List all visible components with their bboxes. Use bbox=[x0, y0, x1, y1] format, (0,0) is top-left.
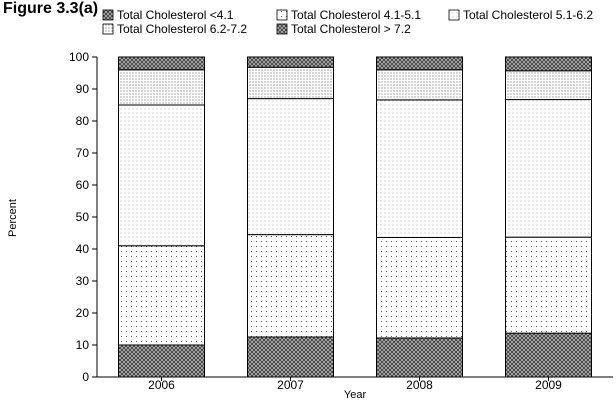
legend-label: Total Cholesterol > 7.2 bbox=[291, 22, 411, 36]
x-tick-label: 2009 bbox=[535, 378, 562, 392]
bar-segment bbox=[247, 98, 334, 236]
legend: Total Cholesterol <4.1 Total Cholesterol … bbox=[102, 8, 593, 36]
legend-swatch bbox=[276, 9, 288, 21]
legend-swatch bbox=[102, 23, 114, 35]
y-tick-label: 90 bbox=[76, 82, 90, 96]
bar-segment bbox=[247, 234, 334, 338]
bar-segment bbox=[505, 99, 592, 238]
chart-title: Figure 3.3(a) bbox=[3, 0, 98, 17]
axes: 0 10 20 30 40 50 60 70 80 90 100 2006 2007 2008 2009 bbox=[69, 50, 613, 392]
y-tick-label: 30 bbox=[76, 274, 90, 288]
bars bbox=[118, 56, 592, 378]
y-tick-label: 0 bbox=[82, 370, 89, 384]
y-tick-label: 10 bbox=[76, 338, 90, 352]
legend-swatch bbox=[448, 9, 460, 21]
x-axis-title: Year bbox=[344, 389, 367, 400]
bar-segment bbox=[118, 69, 205, 106]
bar-segment bbox=[505, 236, 592, 334]
bar-segment bbox=[118, 245, 205, 346]
y-axis-title: Percent bbox=[7, 199, 19, 237]
legend-swatch bbox=[102, 9, 114, 21]
bar-segment bbox=[247, 336, 334, 378]
bar-segment bbox=[118, 104, 205, 247]
legend-label: Total Cholesterol 5.1-6.2 bbox=[463, 8, 593, 22]
y-tick-label: 40 bbox=[76, 242, 90, 256]
y-tick-label: 70 bbox=[76, 146, 90, 160]
bar-segment bbox=[505, 332, 592, 378]
bar-segment bbox=[376, 236, 463, 339]
x-tick-label: 2006 bbox=[148, 378, 175, 392]
x-tick-label: 2008 bbox=[406, 378, 433, 392]
y-tick-label: 60 bbox=[76, 178, 90, 192]
bar-segment bbox=[376, 99, 463, 238]
bar-segment bbox=[247, 56, 334, 68]
bar-segment bbox=[247, 66, 334, 100]
y-tick-label: 100 bbox=[69, 50, 89, 64]
legend-swatch bbox=[276, 23, 288, 35]
bar-segment bbox=[505, 70, 592, 101]
bar-segment bbox=[376, 56, 463, 71]
bar-segment bbox=[118, 56, 205, 71]
legend-label: Total Cholesterol <4.1 bbox=[117, 8, 234, 22]
y-tick-label: 50 bbox=[76, 210, 90, 224]
bar-segment bbox=[505, 56, 592, 72]
y-tick-label: 80 bbox=[76, 114, 90, 128]
y-tick-label: 20 bbox=[76, 306, 90, 320]
x-tick-label: 2007 bbox=[277, 378, 304, 392]
legend-label: Total Cholesterol 6.2-7.2 bbox=[117, 22, 247, 36]
bar-segment bbox=[376, 337, 463, 378]
bar-segment bbox=[118, 344, 205, 378]
bar-segment bbox=[376, 69, 463, 101]
legend-label: Total Cholesterol 4.1-5.1 bbox=[291, 8, 421, 22]
